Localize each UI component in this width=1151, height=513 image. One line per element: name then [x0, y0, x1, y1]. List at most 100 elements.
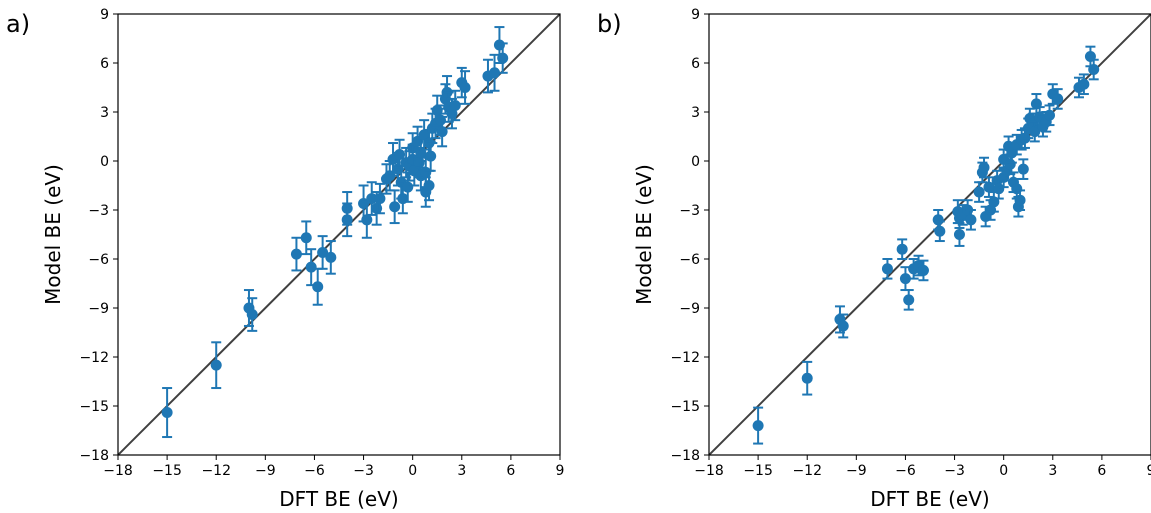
panel-label: b): [597, 10, 622, 38]
data-point: [325, 251, 337, 263]
data-point: [1017, 163, 1029, 175]
data-point: [366, 193, 378, 205]
data-point: [837, 320, 849, 332]
data-point: [312, 281, 324, 293]
data-point: [413, 157, 425, 169]
x-tick-label: −12: [792, 463, 822, 479]
data-point: [305, 261, 317, 273]
x-axis-label: DFT BE (eV): [870, 487, 989, 511]
data-point: [752, 420, 764, 432]
x-axis: −18 −15 −12 −9 −6 −3 0 3 6 9 DFT BE (eV): [694, 455, 1151, 511]
y-tick-label: 9: [691, 7, 700, 23]
data-point: [246, 309, 258, 321]
data-point: [899, 273, 911, 285]
x-tick-label: 9: [1147, 463, 1151, 479]
y-tick-label: −3: [679, 203, 700, 219]
y-axis: −18 −15 −12 −9 −6 −3 0 3 6 9 Model BE (eV): [41, 7, 118, 464]
x-tick-label: −12: [201, 463, 231, 479]
data-point: [903, 294, 915, 306]
data-point: [881, 263, 893, 275]
y-tick-label: −15: [670, 399, 700, 415]
data-point: [1014, 194, 1026, 206]
data-point: [1052, 93, 1064, 105]
x-tick-label: −9: [255, 463, 276, 479]
y-tick-label: 0: [100, 154, 109, 170]
data-point: [300, 232, 312, 244]
x-tick-label: −3: [944, 463, 965, 479]
y-tick-label: −12: [79, 350, 109, 366]
data-point: [978, 162, 990, 174]
data-point: [290, 248, 302, 260]
x-tick-label: −15: [743, 463, 773, 479]
data-point: [965, 214, 977, 226]
x-tick-label: −6: [304, 463, 325, 479]
x-tick-label: −18: [103, 463, 133, 479]
data-point: [1029, 126, 1041, 138]
data-point: [497, 52, 509, 64]
x-tick-label: −9: [846, 463, 867, 479]
x-tick-label: −3: [353, 463, 374, 479]
x-tick-label: 9: [556, 463, 565, 479]
y-tick-label: −18: [670, 448, 700, 464]
y-tick-label: 3: [691, 105, 700, 121]
data-point: [374, 193, 386, 205]
y-tick-label: −18: [79, 448, 109, 464]
data-point: [801, 372, 813, 384]
data-points: [752, 45, 1100, 445]
y-tick-label: −9: [679, 301, 700, 317]
y-tick-label: 6: [691, 56, 700, 72]
data-point: [1006, 147, 1018, 159]
y-tick-label: −3: [88, 203, 109, 219]
x-tick-label: −18: [694, 463, 724, 479]
data-point: [973, 186, 985, 198]
data-point: [1004, 158, 1016, 170]
data-point: [1088, 64, 1100, 76]
data-point: [917, 264, 929, 276]
y-tick-label: 6: [100, 56, 109, 72]
plot-frame: [117, 13, 561, 456]
y-tick-label: 0: [691, 154, 700, 170]
data-point: [1078, 78, 1090, 90]
data-point: [402, 181, 414, 193]
y-tick-label: −6: [88, 252, 109, 268]
data-point: [161, 407, 173, 419]
data-point: [394, 148, 406, 160]
data-point: [341, 214, 353, 226]
y-axis-label: Model BE (eV): [41, 164, 65, 305]
y-tick-label: −15: [79, 399, 109, 415]
data-points: [161, 26, 509, 439]
x-tick-label: 6: [506, 463, 515, 479]
x-tick-label: 3: [1048, 463, 1057, 479]
data-point: [361, 214, 373, 226]
x-axis: −18 −15 −12 −9 −6 −3 0 3 6 9 DFT BE (eV): [103, 455, 564, 511]
y-tick-label: −6: [679, 252, 700, 268]
panel-label: a): [6, 10, 30, 38]
data-point: [953, 229, 965, 240]
data-point: [983, 181, 995, 193]
y-tick-label: 3: [100, 105, 109, 121]
plot-frame: [708, 13, 1151, 456]
reference-line: [118, 14, 560, 455]
x-tick-label: −6: [895, 463, 916, 479]
x-tick-label: 0: [408, 463, 417, 479]
data-point: [389, 201, 401, 213]
data-point: [934, 225, 946, 237]
x-tick-label: −15: [152, 463, 182, 479]
panel-a: a) −18 −15 −12 −9 −6 −3 0 3 6 9 DFT BE (eV) −18 −15 −1…: [6, 7, 564, 511]
data-point: [489, 67, 501, 79]
x-axis-label: DFT BE (eV): [279, 487, 398, 511]
data-point: [459, 82, 471, 93]
y-axis-label: Model BE (eV): [632, 164, 656, 305]
data-point: [1044, 109, 1056, 121]
data-point: [449, 99, 461, 111]
y-tick-label: −9: [88, 301, 109, 317]
data-point: [425, 150, 437, 162]
x-tick-label: 6: [1097, 463, 1106, 479]
data-point: [210, 359, 222, 371]
data-point: [423, 180, 435, 191]
data-point: [896, 243, 908, 255]
y-tick-label: −12: [670, 350, 700, 366]
y-axis: −18 −15 −12 −9 −6 −3 0 3 6 9 Model BE (eV): [632, 7, 709, 464]
